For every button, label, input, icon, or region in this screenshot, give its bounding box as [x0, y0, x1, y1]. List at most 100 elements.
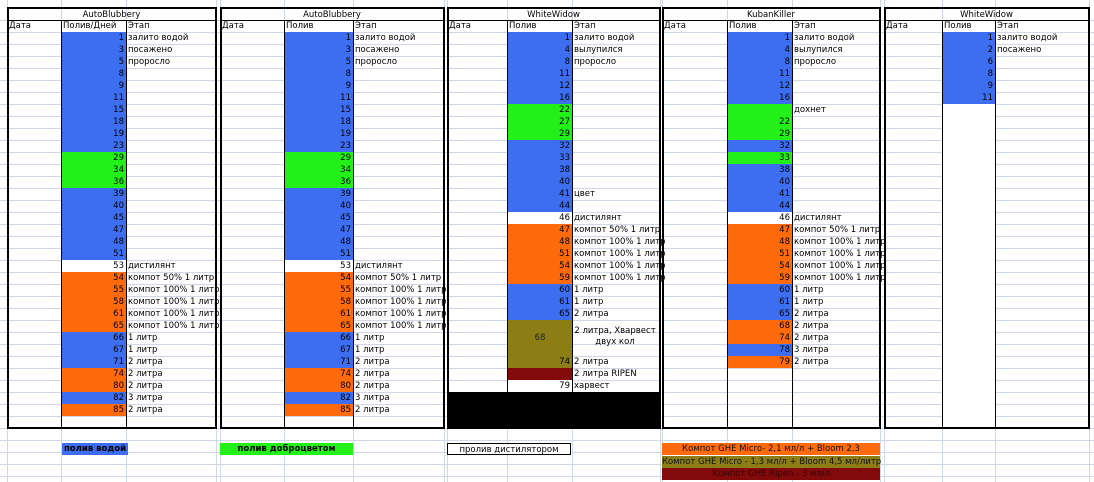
- watering-day-cell: 71: [285, 356, 353, 368]
- stage-cell: [353, 68, 355, 80]
- column-header-stage: Этап: [355, 21, 377, 31]
- title-divider: [662, 20, 880, 21]
- watering-day-cell: 65: [728, 308, 792, 320]
- column-header-watering: Полив: [729, 21, 757, 31]
- stage-cell: 2 литра, Хварвест двух кол: [574, 326, 656, 347]
- stage-cell: [353, 224, 355, 236]
- stage-cell: компот 100% 1 литр: [794, 261, 886, 271]
- stage-cell: 1 литр: [794, 285, 824, 295]
- column-divider: [61, 21, 62, 428]
- watering-day-cell: 60: [728, 284, 792, 296]
- stage-cell: 2 литра: [574, 309, 609, 319]
- stage-cell: проросло: [574, 57, 617, 67]
- watering-day-cell: 65: [285, 320, 353, 332]
- column-header-watering: Полив: [944, 21, 972, 31]
- column-header-date: Дата: [222, 21, 245, 31]
- watering-day-cell: 8: [943, 68, 995, 80]
- watering-day-cell: 71: [62, 356, 126, 368]
- stage-cell: 2 литра RIPEN: [574, 369, 637, 379]
- watering-day-cell: 74: [62, 368, 126, 380]
- stage-cell: залито водой: [574, 33, 635, 43]
- stage-cell: 2 литра: [128, 405, 163, 415]
- stage-cell: компот 100% 1 литр: [355, 285, 447, 295]
- stage-cell: [353, 248, 355, 260]
- column-divider: [507, 21, 508, 428]
- stage-cell: посажено: [128, 45, 173, 55]
- watering-day-cell: 22: [508, 104, 572, 116]
- watering-day-cell: 5: [62, 56, 126, 68]
- stage-cell: [353, 212, 355, 224]
- stage-cell: [792, 128, 794, 140]
- stage-cell: харвест: [574, 381, 610, 391]
- watering-day-cell: 32: [728, 140, 792, 152]
- stage-cell: компот 100% 1 литр: [574, 261, 666, 271]
- stage-cell: 2 литра: [355, 381, 390, 391]
- watering-day-cell: 18: [62, 116, 126, 128]
- watering-day-cell: [728, 104, 792, 116]
- watering-day-cell: 29: [728, 128, 792, 140]
- watering-day-cell: 59: [728, 272, 792, 284]
- watering-day-cell: 47: [285, 224, 353, 236]
- stage-cell: [792, 92, 794, 104]
- legend-ghe-3: Компот GHE Ripen - 3 мл/л: [662, 468, 880, 480]
- watering-day-cell: 85: [285, 404, 353, 416]
- watering-day-cell: 46: [508, 212, 572, 224]
- watering-day-cell: 18: [285, 116, 353, 128]
- watering-day-cell: 51: [728, 248, 792, 260]
- stage-cell: [995, 92, 997, 104]
- watering-day-cell: 74: [285, 368, 353, 380]
- watering-day-cell: 59: [508, 272, 572, 284]
- column-header-date: Дата: [886, 21, 909, 31]
- watering-day-cell: 4: [728, 44, 792, 56]
- panel-0: [7, 7, 217, 429]
- stage-cell: [353, 164, 355, 176]
- watering-day-cell: 80: [62, 380, 126, 392]
- stage-cell: [126, 140, 128, 152]
- stage-cell: [572, 104, 574, 116]
- stage-cell: компот 100% 1 литр: [794, 273, 886, 283]
- stage-cell: [353, 152, 355, 164]
- watering-day-cell: 67: [62, 344, 126, 356]
- watering-day-cell: 29: [508, 128, 572, 140]
- panel-title: AutoBlubbery: [82, 10, 141, 20]
- panel-2: [447, 7, 661, 429]
- stage-cell: [353, 116, 355, 128]
- stage-cell: компот 100% 1 литр: [355, 297, 447, 307]
- watering-day-cell: 53: [62, 260, 126, 272]
- stage-cell: 1 литр: [574, 297, 604, 307]
- title-divider: [220, 20, 444, 21]
- watering-day-cell: 33: [508, 152, 572, 164]
- watering-day-cell: 39: [62, 188, 126, 200]
- watering-day-cell: 33: [728, 152, 792, 164]
- watering-day-cell: 48: [285, 236, 353, 248]
- watering-day-cell: 65: [62, 320, 126, 332]
- column-divider: [727, 21, 728, 428]
- watering-day-cell: 22: [728, 116, 792, 128]
- stage-cell: 2 литра: [794, 333, 829, 343]
- stage-cell: [126, 152, 128, 164]
- column-divider: [353, 21, 354, 428]
- gridline-h: [0, 464, 1094, 465]
- stage-cell: [126, 176, 128, 188]
- stage-cell: [126, 236, 128, 248]
- stage-cell: компот 100% 1 литр: [355, 321, 447, 331]
- stage-cell: [126, 80, 128, 92]
- stage-cell: [572, 200, 574, 212]
- stage-cell: компот 100% 1 литр: [128, 309, 220, 319]
- stage-cell: [353, 176, 355, 188]
- watering-day-cell: 8: [508, 56, 572, 68]
- stage-cell: 2 литра: [355, 369, 390, 379]
- watering-day-cell: 29: [62, 152, 126, 164]
- title-divider: [884, 20, 1089, 21]
- column-header-date: Дата: [449, 21, 472, 31]
- legend-water: полив водой: [62, 443, 128, 455]
- column-divider: [284, 21, 285, 428]
- stage-cell: [353, 140, 355, 152]
- panel-1: [220, 7, 445, 429]
- column-header-watering: Полив: [509, 21, 537, 31]
- watering-day-cell: 55: [285, 284, 353, 296]
- watering-day-cell: 60: [508, 284, 572, 296]
- watering-day-cell: 34: [62, 164, 126, 176]
- stage-cell: [572, 164, 574, 176]
